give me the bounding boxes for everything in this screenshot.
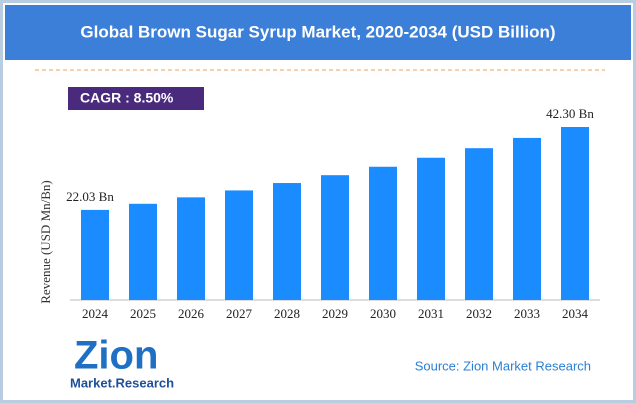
cagr-box (68, 87, 204, 110)
x-tick-label: 2033 (514, 306, 540, 321)
y-axis-label: Revenue (USD Mn/Bn) (38, 180, 53, 304)
bar (177, 197, 205, 300)
x-tick-label: 2024 (82, 306, 109, 321)
value-label: 42.30 Bn (546, 106, 594, 121)
x-tick-label: 2027 (226, 306, 253, 321)
x-tick-label: 2028 (274, 306, 300, 321)
bar (417, 157, 445, 300)
bar (273, 183, 301, 300)
bar (81, 209, 109, 300)
x-tick-label: 2030 (370, 306, 396, 321)
x-tick-label: 2026 (178, 306, 205, 321)
bar (513, 137, 541, 300)
bar (369, 166, 397, 300)
bar (225, 190, 253, 300)
cagr-label: CAGR : 8.50% (80, 90, 174, 106)
bar (561, 127, 589, 300)
source: Source: Zion Market Research (415, 358, 591, 373)
x-tick-label: 2034 (562, 306, 589, 321)
bar (321, 175, 349, 300)
bar (129, 203, 157, 300)
bar (465, 148, 493, 300)
title-bar (5, 5, 631, 60)
x-tick-label: 2031 (418, 306, 444, 321)
value-label: 22.03 Bn (66, 189, 114, 204)
x-tick-label: 2032 (466, 306, 492, 321)
logo-name: Zion (74, 334, 158, 378)
chart-title: Global Brown Sugar Syrup Market, 2020-20… (80, 22, 555, 41)
logo-tagline: Market.Research (70, 375, 174, 390)
x-tick-label: 2025 (130, 306, 156, 321)
x-tick-label: 2029 (322, 306, 348, 321)
